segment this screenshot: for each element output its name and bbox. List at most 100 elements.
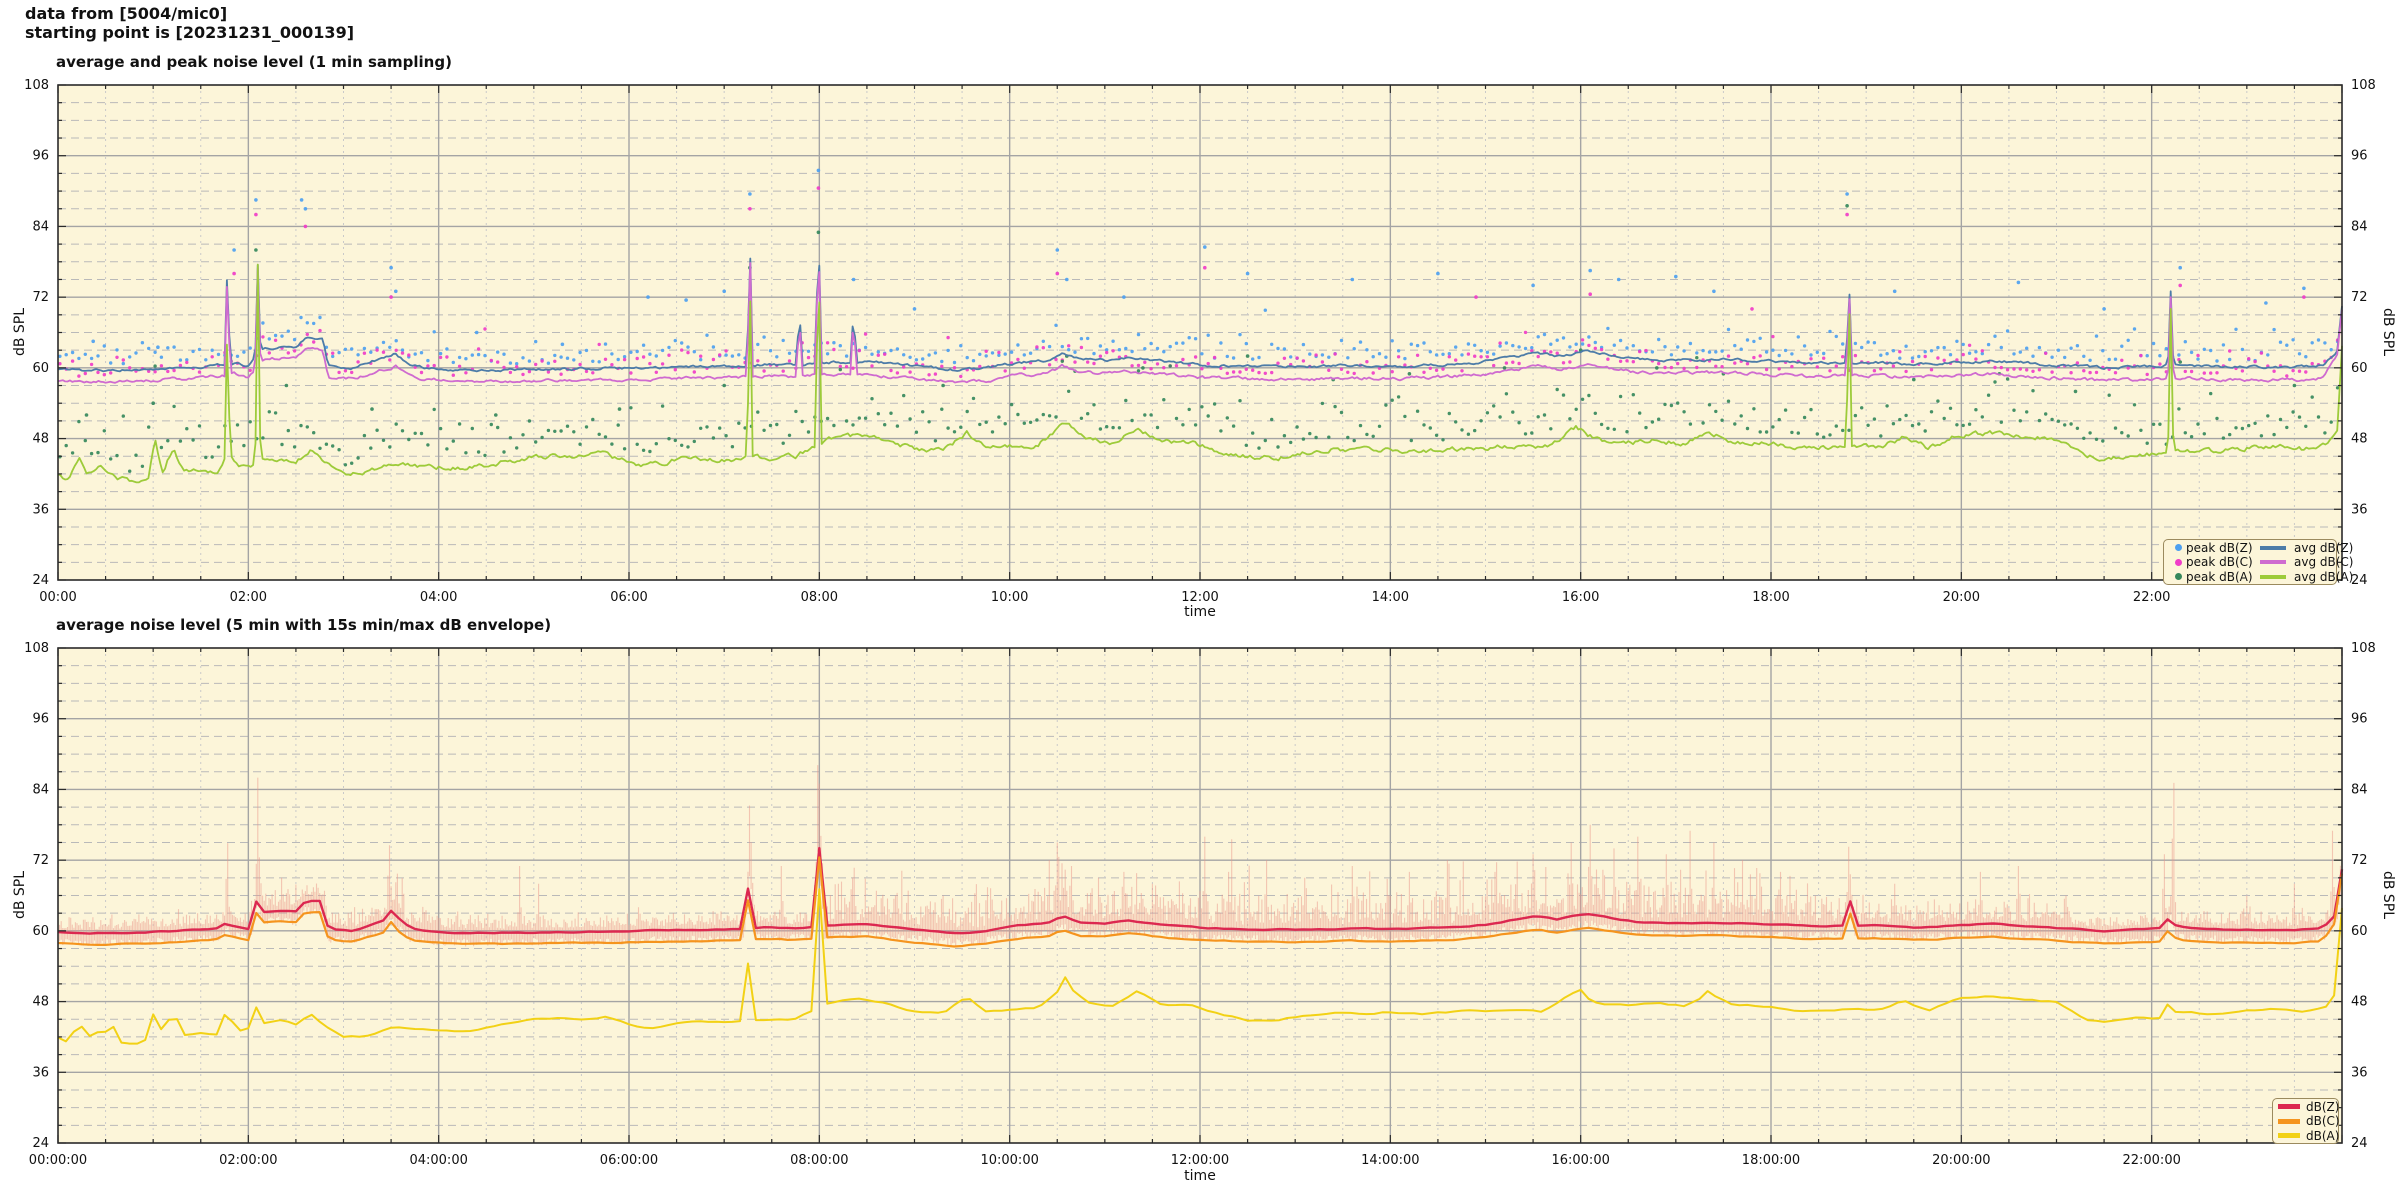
y2-tick-label: 72 xyxy=(2351,853,2368,868)
x-tick-label: 20:00 xyxy=(1943,590,1980,605)
legend-label: peak dB(C) xyxy=(2186,555,2253,569)
y-tick-label: 24 xyxy=(32,1136,49,1151)
y-tick-label: 72 xyxy=(32,290,49,305)
x-tick-label: 12:00:00 xyxy=(1171,1153,1229,1168)
series xyxy=(57,765,2344,1045)
x-tick-label: 04:00:00 xyxy=(409,1153,467,1168)
y2-tick-label: 84 xyxy=(2351,219,2368,234)
avg-db-a--line xyxy=(57,263,2343,484)
y-tick-label: 60 xyxy=(32,361,49,376)
x-tick-label: 20:00:00 xyxy=(1932,1153,1990,1168)
x-tick-label: 04:00 xyxy=(420,590,457,605)
peak-db-a--points xyxy=(58,204,2340,473)
chart1-xlabel: time xyxy=(1184,604,1216,620)
avg-dbz-line-icon xyxy=(2260,545,2286,550)
x-tick-label: 08:00 xyxy=(801,590,838,605)
y2-tick-label: 72 xyxy=(2351,290,2368,305)
avg-db-c--line xyxy=(57,262,2343,384)
avg-db-z--line xyxy=(57,257,2343,373)
chart1-title: average and peak noise level (1 min samp… xyxy=(56,53,452,71)
x-tick-label: 06:00 xyxy=(610,590,647,605)
gridlines xyxy=(58,85,2342,580)
tick-labels: 24 24 36 36 48 48 60 60 72 72 84 84 96 96 108 108 00:00 0… xyxy=(24,78,2376,605)
chart2-legend: dB(Z) dB(C) dB(A) xyxy=(2272,1098,2340,1144)
y-tick-label: 48 xyxy=(32,432,49,447)
legend-label: dB(Z) xyxy=(2306,1099,2340,1114)
x-tick-label: 10:00 xyxy=(991,590,1028,605)
x-tick-label: 16:00:00 xyxy=(1551,1153,1609,1168)
header: data from [5004/mic0] starting point is [… xyxy=(25,4,354,42)
y2-tick-label: 48 xyxy=(2351,432,2368,447)
chart1: 24 24 36 36 48 48 60 60 72 72 84 84 96 96 108 108 00:00 0… xyxy=(24,78,2376,605)
y2-tick-label: 108 xyxy=(2351,78,2376,93)
dbc-line-icon xyxy=(2278,1118,2300,1124)
legend-label: dB(A) xyxy=(2306,1128,2340,1143)
x-tick-label: 00:00 xyxy=(39,590,76,605)
x-tick-label: 22:00:00 xyxy=(2122,1153,2180,1168)
y-tick-label: 60 xyxy=(32,924,49,939)
legend-label: avg dB(C) xyxy=(2294,555,2354,569)
legend-label: avg dB(A) xyxy=(2294,569,2354,584)
y2-tick-label: 96 xyxy=(2351,712,2368,727)
gridlines xyxy=(58,648,2342,1143)
y-tick-label: 84 xyxy=(32,219,49,234)
y-tick-label: 84 xyxy=(32,782,49,797)
y2-tick-label: 36 xyxy=(2351,502,2368,517)
y-tick-label: 108 xyxy=(24,78,49,93)
peak-dba-marker-icon xyxy=(2174,573,2182,580)
peak-dbc-marker-icon xyxy=(2174,558,2182,566)
dbz-line-icon xyxy=(2278,1104,2300,1109)
x-tick-label: 08:00:00 xyxy=(790,1153,848,1168)
x-tick-label: 12:00 xyxy=(1181,590,1218,605)
chart2-ylabel-left: dB SPL xyxy=(12,870,28,920)
x-tick-label: 06:00:00 xyxy=(600,1153,658,1168)
x-tick-label: 10:00:00 xyxy=(980,1153,1038,1168)
y-tick-label: 36 xyxy=(32,502,49,517)
y2-tick-label: 108 xyxy=(2351,641,2376,656)
chart2-xlabel: time xyxy=(1184,1168,1216,1184)
y-tick-label: 72 xyxy=(32,853,49,868)
series xyxy=(57,168,2343,484)
x-tick-label: 14:00:00 xyxy=(1361,1153,1419,1168)
legend-label: peak dB(Z) xyxy=(2186,540,2253,555)
y2-tick-label: 60 xyxy=(2351,361,2368,376)
y2-tick-label: 24 xyxy=(2351,1136,2368,1151)
y2-tick-label: 24 xyxy=(2351,573,2368,588)
y2-tick-label: 36 xyxy=(2351,1065,2368,1080)
y-tick-label: 96 xyxy=(32,149,49,164)
y-tick-label: 36 xyxy=(32,1065,49,1080)
legend-label: avg dB(Z) xyxy=(2294,540,2354,555)
chart2-ylabel-right: dB SPL xyxy=(2380,870,2396,920)
legend-label: peak dB(A) xyxy=(2186,569,2253,584)
axes xyxy=(57,84,2343,581)
db-z--line xyxy=(57,846,2344,935)
avg-dba-line-icon xyxy=(2260,574,2286,579)
y-tick-label: 24 xyxy=(32,573,49,588)
y2-tick-label: 96 xyxy=(2351,149,2368,164)
x-tick-label: 22:00 xyxy=(2133,590,2170,605)
tick-labels: 24 24 36 36 48 48 60 60 72 72 84 84 96 96 108 108 00:00:… xyxy=(24,641,2376,1168)
y-tick-label: 108 xyxy=(24,641,49,656)
chart2: 24 24 36 36 48 48 60 60 72 72 84 84 96 96 108 108 00:00:… xyxy=(24,641,2376,1168)
x-tick-label: 16:00 xyxy=(1562,590,1599,605)
peak-dbz-marker-icon xyxy=(2174,544,2182,551)
chart1-legend: peak dB(Z) avg dB(Z) peak dB(C) avg dB(C… xyxy=(2163,539,2353,585)
x-tick-label: 18:00 xyxy=(1752,590,1789,605)
x-tick-label: 02:00 xyxy=(230,590,267,605)
legend-label: dB(C) xyxy=(2306,1114,2340,1128)
axes xyxy=(57,647,2343,1144)
chart2-title: average noise level (5 min with 15s min/… xyxy=(56,616,552,634)
y2-tick-label: 48 xyxy=(2351,995,2368,1010)
avg-dbc-line-icon xyxy=(2260,560,2286,564)
y2-tick-label: 60 xyxy=(2351,924,2368,939)
y-tick-label: 96 xyxy=(32,712,49,727)
y2-tick-label: 84 xyxy=(2351,782,2368,797)
dba-line-icon xyxy=(2278,1133,2300,1138)
chart1-ylabel-left: dB SPL xyxy=(12,307,28,357)
header-line-2: starting point is [20231231_000139] xyxy=(25,23,355,42)
header-line-1: data from [5004/mic0] xyxy=(25,4,228,23)
x-tick-label: 00:00:00 xyxy=(29,1153,87,1168)
x-tick-label: 14:00 xyxy=(1372,590,1409,605)
